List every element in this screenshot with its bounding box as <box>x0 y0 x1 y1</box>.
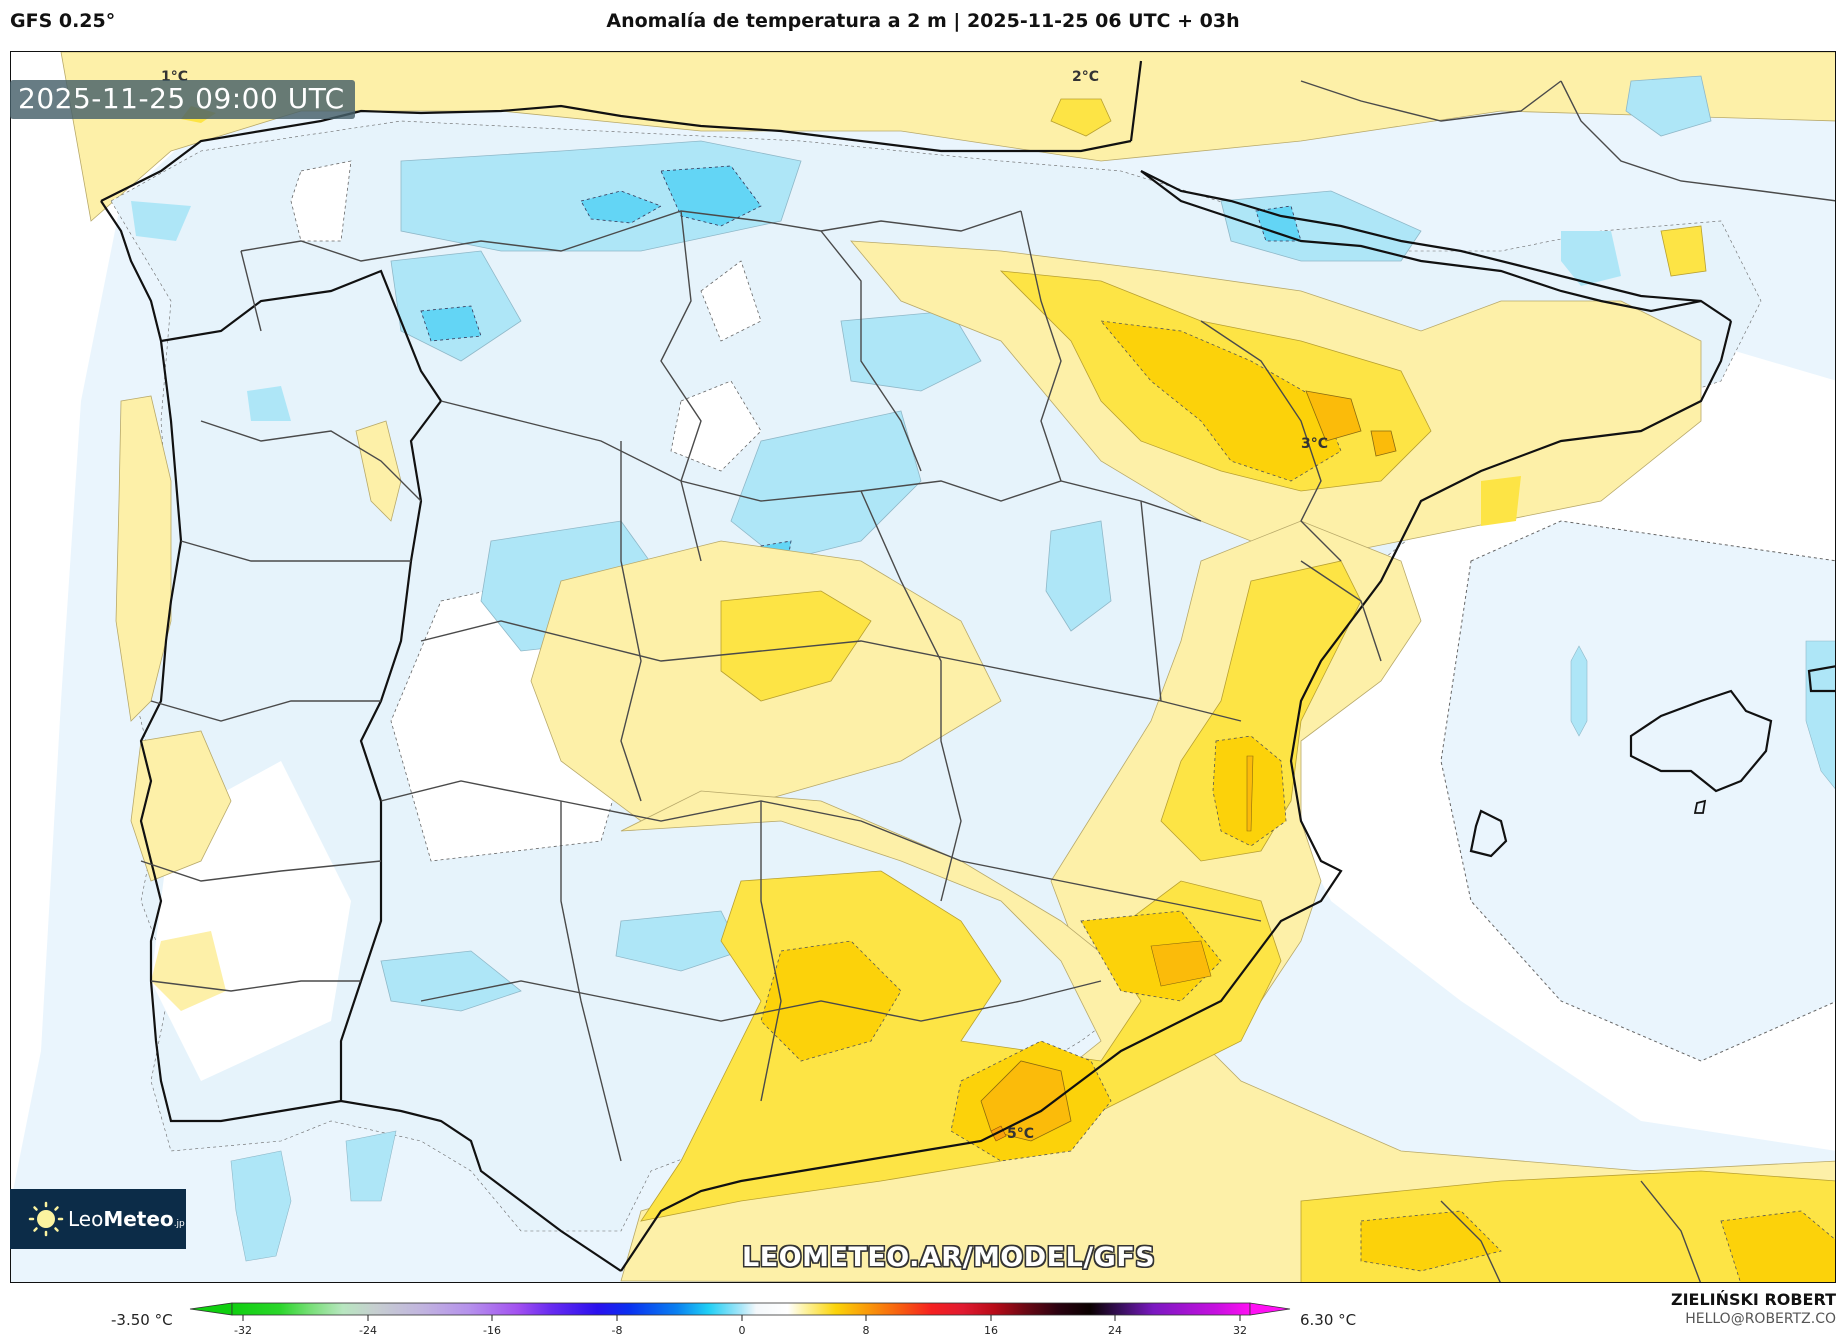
map-canvas <box>11 52 1835 1282</box>
valid-time-badge: 2025-11-25 09:00 UTC <box>10 80 355 119</box>
sun-icon <box>28 1201 64 1237</box>
colorbar-tick: 8 <box>862 1324 870 1337</box>
watermark-url: LEOMETEO.AR/MODEL/GFS <box>742 1242 1156 1273</box>
colorbar-tick: -8 <box>611 1324 623 1337</box>
colorbar-tick: -32 <box>234 1324 252 1337</box>
colorbar-tick: 24 <box>1108 1324 1122 1337</box>
author-email: HELLO@ROBERTZ.CO <box>1685 1311 1836 1327</box>
colorbar <box>189 1302 1291 1321</box>
colorbar-tick: -24 <box>359 1324 377 1337</box>
contour-label: 5°C <box>1007 1126 1035 1142</box>
colorbar-tick: 16 <box>984 1324 998 1337</box>
logo-text: LeoMeteo.jp <box>68 1207 185 1231</box>
colorbar-tick: 0 <box>738 1324 746 1337</box>
author-name: ZIELIŃSKI ROBERT <box>1670 1290 1836 1309</box>
colorbar-tick: -16 <box>483 1324 501 1337</box>
colorbar-min-value: -3.50 °C <box>111 1311 173 1329</box>
model-label: GFS 0.25° <box>10 10 116 32</box>
contour-label: 2°C <box>1072 69 1100 85</box>
author-credit: ZIELIŃSKI ROBERT HELLO@ROBERTZ.CO <box>1671 1290 1836 1327</box>
colorbar-max-value: 6.30 °C <box>1300 1311 1357 1329</box>
map-title: Anomalía de temperatura a 2 m | 2025-11-… <box>606 10 1240 32</box>
temperature-anomaly-map: 1°C 2°C 3°C 5°C <box>10 51 1836 1283</box>
leometeo-logo: LeoMeteo.jp <box>10 1189 186 1249</box>
colorbar-tick: 32 <box>1233 1324 1247 1337</box>
contour-label: 3°C <box>1301 436 1329 452</box>
